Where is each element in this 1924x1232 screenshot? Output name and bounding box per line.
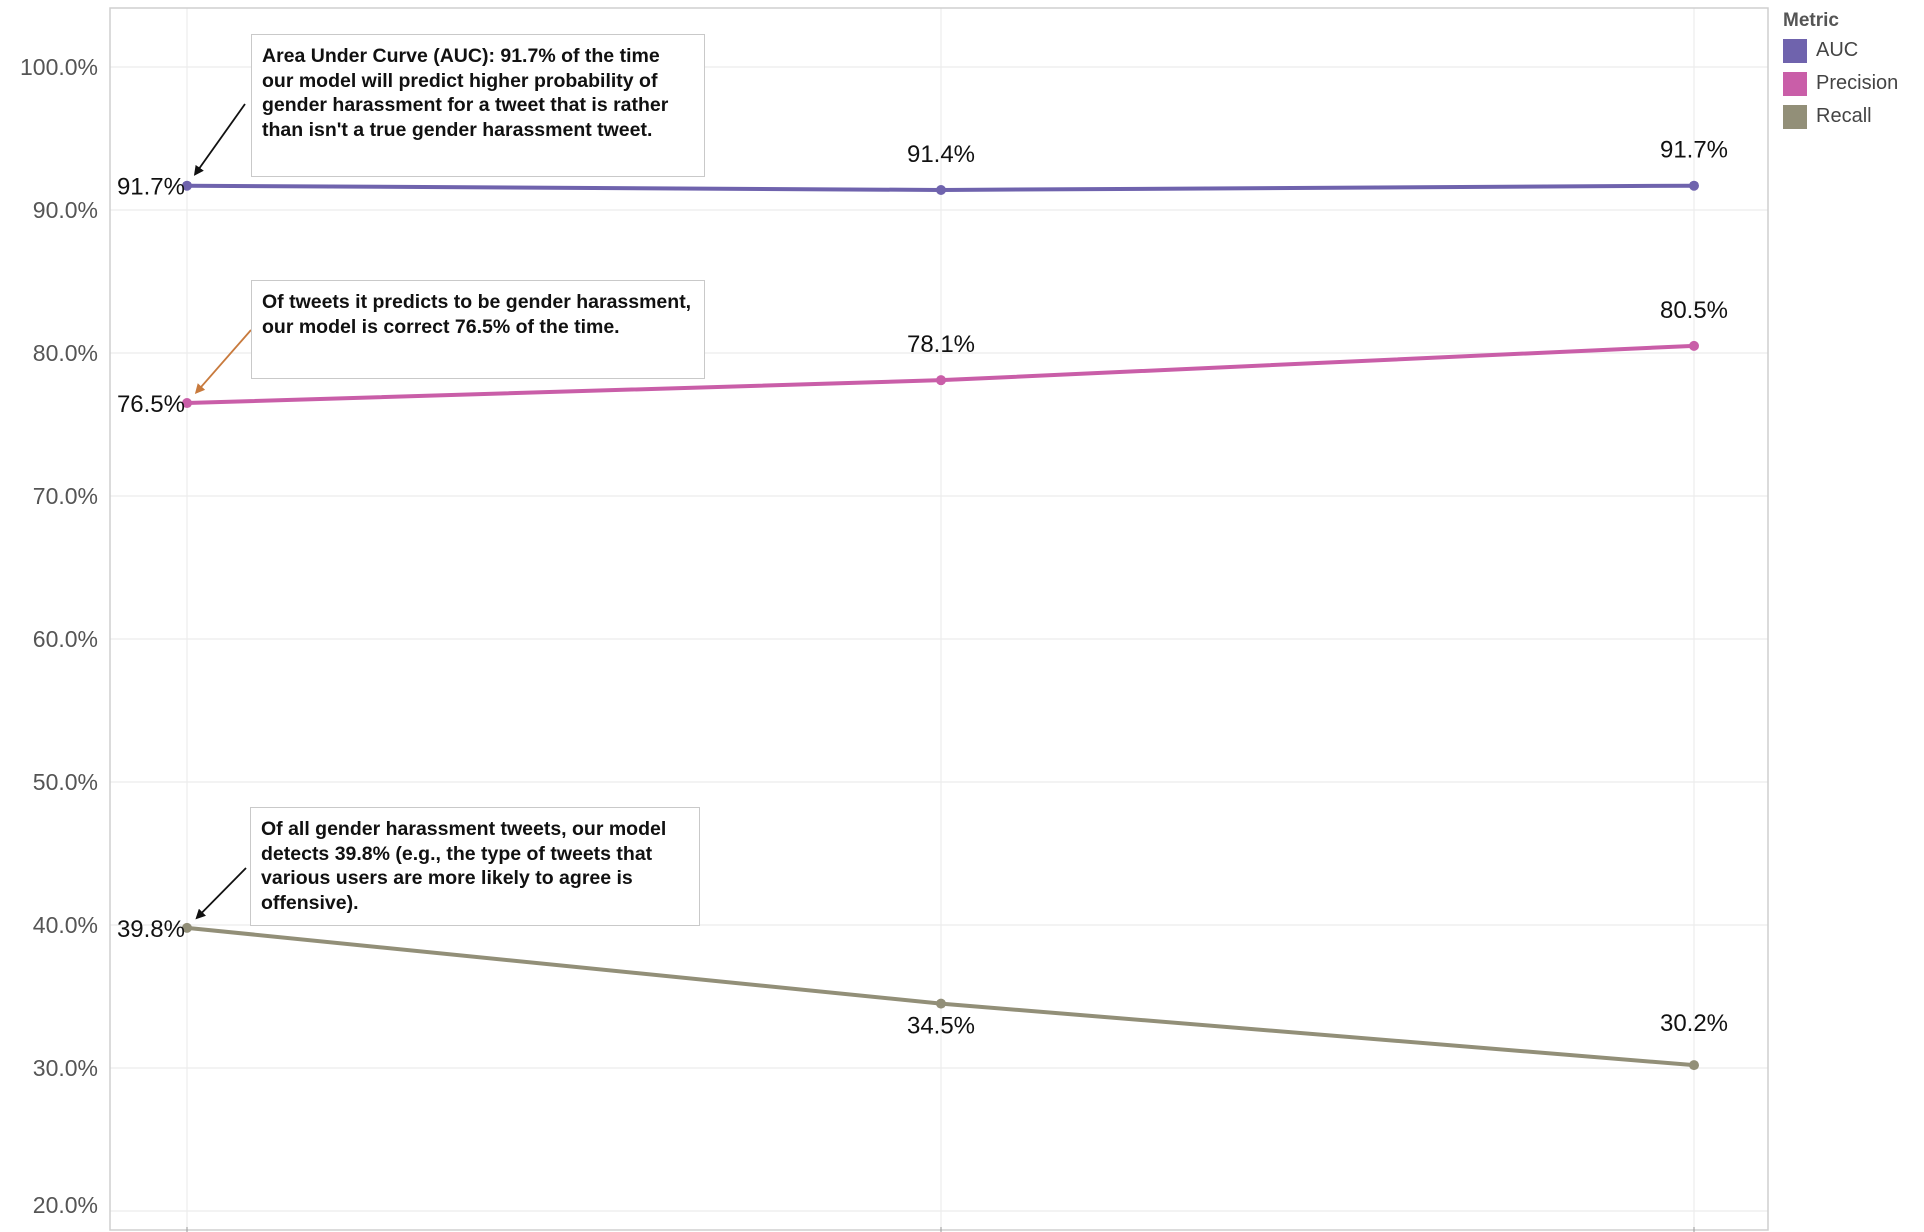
annotation-auc: Area Under Curve (AUC): 91.7% of the tim…: [251, 34, 705, 177]
annotation-arrows: [195, 104, 251, 918]
legend: Metric AUC Precision Recall: [1783, 10, 1898, 133]
annotation-precision: Of tweets it predicts to be gender haras…: [251, 280, 705, 379]
data-label-recall-2: 34.5%: [907, 1013, 975, 1040]
y-tick-label: 90.0%: [33, 197, 98, 223]
legend-label-auc: AUC: [1816, 39, 1858, 62]
data-point-recall-2[interactable]: [936, 999, 946, 1009]
legend-swatch-recall: [1783, 105, 1807, 129]
data-label-auc-2: 91.4%: [907, 141, 975, 168]
annotation-auc-text: Area Under Curve (AUC): 91.7% of the tim…: [262, 45, 668, 141]
legend-swatch-precision: [1783, 72, 1807, 96]
data-point-precision-2[interactable]: [936, 375, 946, 385]
y-tick-label: 30.0%: [33, 1055, 98, 1081]
legend-item-recall[interactable]: Recall: [1783, 100, 1898, 133]
y-tick-label: 80.0%: [33, 340, 98, 366]
annotation-recall-text: Of all gender harassment tweets, our mod…: [261, 818, 666, 914]
data-label-precision-3: 80.5%: [1660, 297, 1728, 324]
y-tick-label: 40.0%: [33, 912, 98, 938]
data-label-auc-1: 91.7%: [117, 174, 185, 201]
y-axis: 100.0% 90.0% 80.0% 70.0% 60.0% 50.0% 40.0% 30.0…: [20, 54, 1694, 1232]
annotation-precision-text: Of tweets it predicts to be gender haras…: [262, 291, 691, 338]
y-tick-label: 100.0%: [20, 54, 98, 80]
legend-label-precision: Precision: [1816, 72, 1898, 95]
y-tick-label: 70.0%: [33, 483, 98, 509]
annotation-recall: Of all gender harassment tweets, our mod…: [250, 807, 700, 926]
annotation-arrow-auc: [195, 104, 245, 174]
legend-item-auc[interactable]: AUC: [1783, 34, 1898, 67]
data-label-recall-1: 39.8%: [117, 916, 185, 943]
legend-label-recall: Recall: [1816, 105, 1872, 128]
y-tick-label: 50.0%: [33, 769, 98, 795]
data-label-precision-1: 76.5%: [117, 391, 185, 418]
data-label-precision-2: 78.1%: [907, 331, 975, 358]
data-point-recall-3[interactable]: [1689, 1060, 1699, 1070]
legend-title: Metric: [1783, 10, 1898, 32]
data-point-precision-3[interactable]: [1689, 341, 1699, 351]
legend-item-precision[interactable]: Precision: [1783, 67, 1898, 100]
data-point-auc-3[interactable]: [1689, 181, 1699, 191]
data-point-auc-2[interactable]: [936, 185, 946, 195]
data-label-recall-3: 30.2%: [1660, 1010, 1728, 1037]
data-label-auc-3: 91.7%: [1660, 137, 1728, 164]
annotation-arrow-recall: [197, 868, 246, 918]
y-tick-label: 20.0%: [33, 1192, 98, 1218]
y-tick-label: 60.0%: [33, 626, 98, 652]
legend-swatch-auc: [1783, 39, 1807, 63]
annotation-arrow-precision: [196, 330, 251, 393]
